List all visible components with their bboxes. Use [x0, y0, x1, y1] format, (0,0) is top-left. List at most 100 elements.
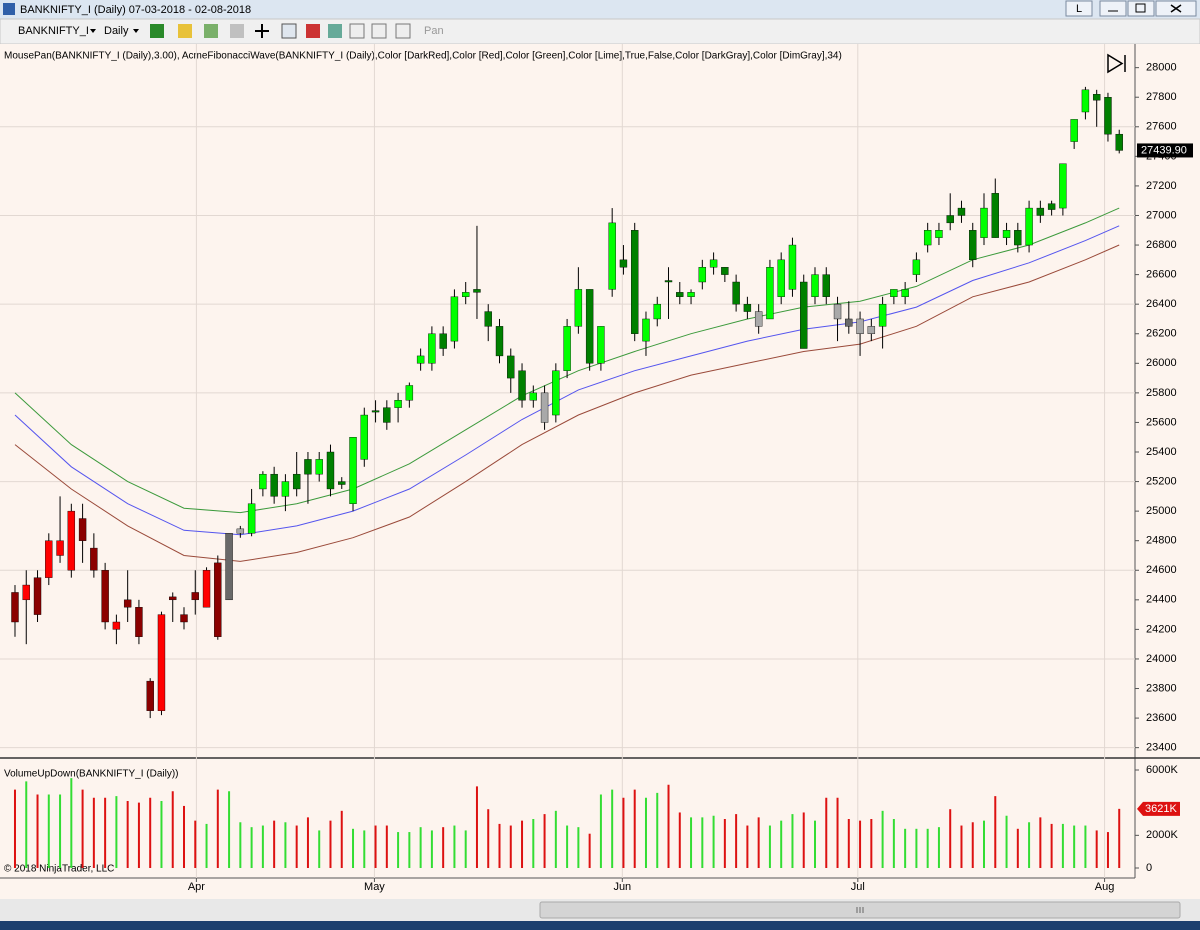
candle-body [1115, 133, 1123, 151]
candle-body [597, 326, 605, 364]
window-button[interactable] [1065, 0, 1093, 17]
strategy-button[interactable] [328, 24, 342, 38]
candle-body [901, 289, 909, 297]
y-tick-label: 26400 [1146, 298, 1177, 310]
candle-body [969, 230, 977, 261]
tool-button[interactable] [230, 24, 244, 38]
candle-body [867, 326, 876, 334]
candle-body [1059, 163, 1067, 209]
y-tick-label: 6000K [1146, 764, 1178, 776]
candle-body [878, 303, 887, 327]
envelope-line [14, 225, 1120, 536]
pin-button[interactable] [204, 24, 218, 38]
candle-body [664, 280, 673, 283]
candle-body [856, 318, 864, 334]
restore-button[interactable] [1127, 0, 1155, 17]
candle-body [1014, 230, 1022, 246]
candle-body [698, 267, 707, 283]
candle-body [687, 292, 695, 297]
candle-body [450, 296, 459, 342]
candle-body [991, 193, 999, 238]
candle-body [67, 510, 76, 571]
instrument-selector[interactable]: BANKNIFTY_I [18, 25, 89, 37]
candle-body [1104, 97, 1112, 135]
candle-body [653, 303, 661, 320]
candle-body [957, 207, 966, 216]
candle-body [78, 518, 87, 541]
candle-body [1025, 207, 1033, 246]
data-box-button[interactable] [395, 23, 411, 39]
y-tick-label: 26800 [1146, 239, 1177, 251]
close-icon [1170, 4, 1182, 13]
restore-icon [1135, 3, 1146, 13]
chart-button[interactable] [349, 23, 365, 39]
x-tick-label: Jul [851, 881, 865, 893]
y-tick-label: 24000 [1146, 653, 1177, 665]
candle-body [259, 473, 267, 490]
candle-body [349, 437, 357, 504]
y-tick-label: 26600 [1146, 269, 1177, 281]
pan-button[interactable]: Pan [424, 25, 444, 37]
candle-body [946, 215, 954, 224]
candle-body [574, 289, 583, 327]
candle-body [473, 289, 481, 293]
candle-body [135, 607, 143, 637]
y-tick-label: 25600 [1146, 416, 1177, 428]
candle-body [676, 292, 684, 297]
x-tick-label: Apr [188, 881, 205, 893]
candle-body [191, 592, 199, 601]
minimize-button[interactable] [1099, 0, 1127, 17]
candle-body [619, 259, 628, 268]
y-tick-label: 25800 [1146, 387, 1177, 399]
y-tick-label: 28000 [1146, 62, 1177, 74]
candle-body [371, 410, 380, 413]
draw-button[interactable] [178, 24, 192, 38]
candle-body [608, 222, 616, 290]
last-price-box [1137, 143, 1193, 158]
candle-body [416, 355, 425, 364]
zoom-button[interactable] [281, 23, 297, 39]
dropdown-arrow [90, 29, 96, 33]
title-bar [0, 0, 1200, 19]
candle-body [721, 267, 729, 275]
bar-advance-button[interactable] [1107, 53, 1126, 74]
last-price-label: 27439.90 [1141, 144, 1187, 156]
candle-body [495, 326, 504, 357]
candle-body [146, 680, 154, 711]
envelope-line [14, 244, 1120, 562]
window-button-label[interactable]: L [1076, 3, 1082, 15]
candle-body [709, 259, 718, 268]
interval-selector[interactable]: Daily [104, 25, 129, 37]
y-tick-label: 27200 [1146, 180, 1177, 192]
candle-body [292, 473, 301, 490]
y-tick-label: 24600 [1146, 564, 1177, 576]
properties-button[interactable] [371, 23, 387, 39]
candle-body [225, 533, 233, 601]
candle-body [1047, 203, 1056, 210]
envelope-line [14, 207, 1120, 514]
window-title: BANKNIFTY_I (Daily) 07-03-2018 - 02-08-2… [20, 4, 251, 16]
scrollbar-grip [856, 907, 864, 913]
y-tick-label: 23800 [1146, 682, 1177, 694]
y-tick-label: 24800 [1146, 535, 1177, 547]
crosshair-button[interactable] [255, 24, 269, 38]
last-volume-label: 3621K [1145, 803, 1177, 815]
indicator-button[interactable] [306, 24, 320, 38]
y-tick-label: 26000 [1146, 357, 1177, 369]
candle-body [563, 326, 571, 371]
candle-body [1081, 89, 1090, 113]
candle-body [45, 540, 53, 578]
y-tick-label: 26200 [1146, 328, 1177, 340]
candle-body [518, 370, 526, 401]
y-tick-label: 23600 [1146, 712, 1177, 724]
candle-body [22, 584, 30, 601]
bar-style-button[interactable] [150, 24, 164, 38]
toolbar-icons [150, 23, 411, 39]
y-tick-label: 27800 [1146, 91, 1177, 103]
candle-body [383, 407, 391, 423]
candle-body [439, 333, 447, 349]
y-tick-label: 27600 [1146, 121, 1177, 133]
candle-body [157, 614, 166, 711]
candle-body [1036, 207, 1045, 216]
candle-body [484, 311, 492, 327]
